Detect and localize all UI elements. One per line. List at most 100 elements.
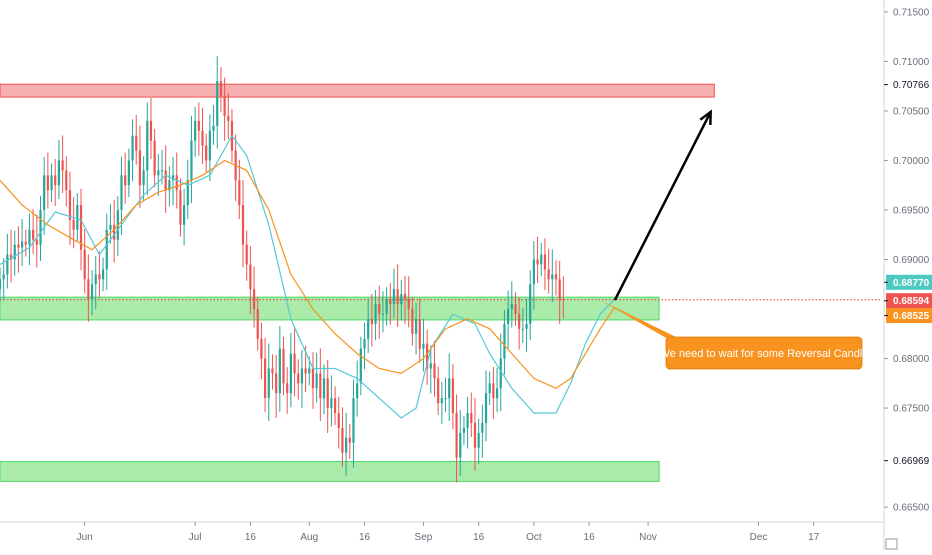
candle-body [68, 190, 72, 220]
candle [455, 394, 458, 483]
candle [186, 159, 189, 220]
candle [17, 226, 20, 273]
candle-body [389, 299, 392, 305]
candle [190, 115, 193, 204]
candle [57, 139, 61, 200]
candle-body [477, 432, 480, 448]
candle [54, 159, 57, 206]
candle [444, 377, 447, 413]
candle-body [160, 170, 164, 172]
candle [547, 248, 550, 294]
candle [356, 360, 359, 417]
candle [319, 348, 322, 421]
candle-body [289, 353, 292, 394]
candle [234, 134, 237, 201]
candle [315, 352, 318, 403]
candle [341, 407, 344, 467]
candle [293, 328, 296, 397]
candle [24, 229, 27, 257]
candle-body [403, 294, 407, 300]
candle [135, 115, 138, 165]
candle [142, 156, 145, 202]
time-tick-label: Dec [750, 532, 768, 543]
candle-body [451, 378, 454, 414]
candle [562, 276, 565, 319]
candle-body [495, 388, 499, 399]
price-badge-bg [886, 308, 932, 324]
candle [2, 258, 5, 300]
candle [484, 370, 488, 442]
candle [451, 364, 454, 430]
candle-body [462, 427, 466, 433]
candle-body [547, 269, 550, 280]
candle-body [337, 413, 340, 428]
ema-fast-line [0, 134, 616, 419]
price-badge-bg [886, 274, 932, 290]
drawings-layer: We need to wait for some Reversal Candle [600, 109, 868, 370]
price-tick-label: 0.70500 [893, 106, 930, 117]
candle [212, 105, 215, 145]
candle [146, 102, 149, 196]
time-tick-label: Jul [189, 532, 202, 543]
candle [68, 171, 72, 245]
candle-body [414, 318, 418, 334]
candle-body [252, 289, 256, 310]
price-tick-label: 0.68000 [893, 354, 930, 365]
candle-body [322, 378, 326, 399]
price-axis[interactable]: 0.71500 0.71000 0.70500 0.70000 0.69500 0.690… [883, 0, 932, 550]
candle [378, 285, 381, 339]
candle-body [201, 130, 204, 146]
candle-body [9, 254, 13, 260]
candle [153, 128, 156, 188]
time-tick-label: Aug [300, 532, 318, 543]
candle [532, 241, 535, 310]
candle-body [381, 313, 385, 315]
candle [61, 135, 64, 194]
candle [87, 254, 90, 322]
candle-body [297, 373, 300, 384]
chart-settings-icon[interactable] [885, 538, 898, 550]
candle [245, 230, 248, 281]
candle [433, 340, 436, 397]
price-tick-label: 0.66500 [893, 503, 930, 514]
candle [396, 264, 399, 327]
price-badge-label: 0.66969 [893, 456, 930, 467]
candle-body [39, 209, 42, 245]
support-zone-1 [0, 296, 660, 321]
candle-body [554, 274, 558, 280]
candle [179, 178, 182, 237]
candle [20, 218, 24, 267]
candle [6, 233, 9, 289]
candle-body [426, 343, 429, 369]
price-tick-label: 0.67500 [893, 404, 930, 415]
candle-body [345, 437, 348, 453]
time-axis[interactable]: Jun Jul 16 Aug 16 Sep 16 Oct 16 Nov Dec 17 [0, 521, 898, 550]
candle [35, 214, 38, 268]
candle [495, 367, 499, 413]
candle-body [455, 413, 458, 458]
time-tick-label: Sep [415, 532, 433, 543]
candle-body [440, 398, 443, 404]
candle-body [507, 309, 510, 324]
candle-body [352, 398, 355, 443]
candle-body [153, 140, 156, 176]
candle-body [271, 368, 274, 374]
candle [138, 125, 142, 208]
candle [367, 298, 370, 353]
candle [9, 229, 13, 283]
candle-body [245, 244, 248, 265]
resistance-zone-0 [0, 83, 715, 98]
candle [503, 309, 506, 375]
candle-body [194, 120, 197, 141]
candle-body [72, 219, 75, 230]
candle-body [330, 398, 333, 409]
candle-body [124, 175, 127, 186]
candle-body [138, 150, 142, 186]
candle [171, 156, 175, 206]
time-tick-label: Jun [77, 532, 93, 543]
candle [470, 392, 473, 437]
annotation-box [665, 336, 863, 370]
candle [13, 230, 16, 276]
